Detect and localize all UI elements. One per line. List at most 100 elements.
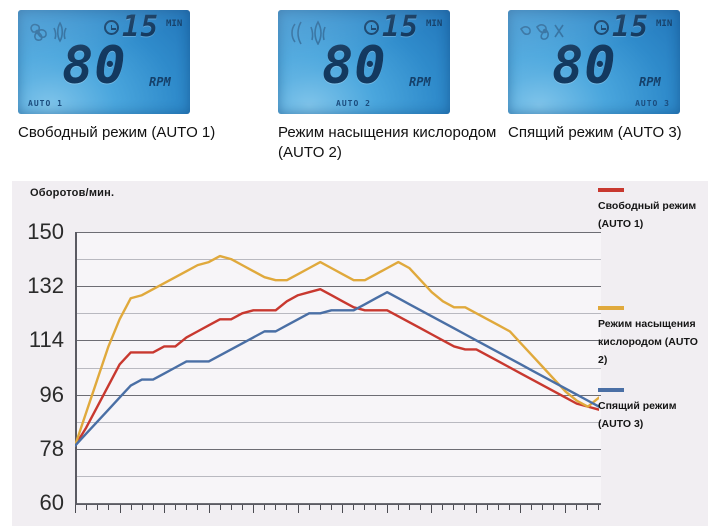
x-axis-tick [86,505,88,510]
x-axis-tick [253,505,255,513]
y-axis-tick-label: 60 [39,490,64,515]
display-card-auto2: 15 MIN 80 RPM AUTO 2 Режим насыщения кис… [278,10,496,163]
fan-mode-icons [519,24,564,40]
gridline [77,421,601,423]
x-axis-tick [520,505,522,513]
x-axis-tick [141,505,143,510]
gridline [77,394,601,396]
x-axis-tick [186,505,188,510]
x-axis-tick [431,505,433,513]
auto-mode-label: AUTO 1 [28,99,63,108]
y-axis-tick-label: 78 [39,435,64,461]
x-axis-tick [386,505,388,513]
x-axis-tick [475,505,477,513]
auto-mode-label: AUTO 3 [635,99,670,108]
auto-mode-label: AUTO 2 [336,99,371,108]
x-axis-tick [575,505,577,510]
legend-label: Свободный режим (AUTO 1) [598,200,697,230]
y-axis-tick-label: 150 [27,219,64,244]
x-axis-tick [397,505,399,510]
x-axis-tick [442,505,444,510]
x-axis-tick [197,505,199,510]
fan-mode-icons [291,20,326,45]
x-axis-tick [497,505,499,510]
x-axis-tick [408,505,410,510]
y-axis-tick-label: 132 [27,273,64,299]
display-caption-auto2: Режим насыщения кислородом (AUTO 2) [278,124,497,161]
x-axis-tick [464,505,466,510]
legend-color-swatch [598,388,624,392]
x-axis-tick [241,505,243,510]
x-axis-tick [419,505,421,510]
legend-label: Режим насыщения кислородом (AUTO 2) [598,318,698,366]
timer-value: 15 [382,10,419,43]
clock-icon [104,20,119,35]
y-axis-tick-label: 96 [39,381,64,407]
lcd-screen-auto3: 15 MIN 80 RPM AUTO 3 [508,10,680,114]
legend-item-3[interactable]: Спящий режим (AUTO 3) [598,388,710,432]
gridline [77,475,601,477]
legend-item-2[interactable]: Режим насыщения кислородом (AUTO 2) [598,306,710,368]
gridline [77,448,601,450]
clock-icon [594,20,609,35]
x-axis-tick [75,505,76,513]
legend-color-swatch [598,188,624,192]
display-card-auto1: 15 MIN 80 RPM AUTO 1 Свободный режим (AU… [18,10,215,143]
x-axis-tick [208,505,210,513]
rpm-unit: RPM [149,75,171,89]
x-axis-tick [542,505,544,510]
x-axis-tick [531,505,533,510]
rpm-unit: RPM [409,75,431,89]
rpm-value: 80 [62,36,127,96]
x-axis-tick [164,505,166,513]
x-axis-tick [453,505,455,510]
x-axis-tick [598,505,599,510]
x-axis-tick [375,505,377,510]
x-axis-tick [330,505,332,510]
display-caption-auto3: Спящий режим (AUTO 3) [508,124,682,141]
x-axis-tick [508,505,510,510]
timer-value: 15 [612,10,649,43]
timer-value: 15 [122,10,159,43]
x-axis-tick [108,505,110,510]
chart-gridlines [77,232,601,504]
chart-series-layer [75,232,599,503]
x-axis-tick [119,505,121,513]
fan-mode-icons [30,21,67,43]
legend-label: Спящий режим (AUTO 3) [598,400,677,430]
chart-axis-title: Оборотов/мин. [30,187,115,199]
x-axis-tick [152,505,154,510]
x-axis-tick [230,505,232,510]
gridline [77,367,601,369]
x-axis-tick [342,505,344,513]
rpm-chart-panel: Оборотов/мин. 150 132 114 96 78 60 [12,181,708,526]
x-axis-tick [175,505,177,510]
gridline [77,503,601,504]
x-axis-tick [564,505,566,513]
x-axis-tick [486,505,488,510]
x-axis-tick [586,505,588,510]
gridline [77,286,601,288]
timer-unit: MIN [426,19,443,29]
rpm-value: 80 [322,36,387,96]
series-line-3 [75,292,599,446]
timer-unit: MIN [166,19,183,29]
legend-item-1[interactable]: Свободный режим (AUTO 1) [598,188,710,232]
x-axis-tick [353,505,355,510]
series-line-2 [75,256,599,446]
x-axis-tick [319,505,321,510]
gridline [77,340,601,342]
series-line-1 [75,289,599,446]
x-axis-tick [297,505,299,513]
x-axis-tick [264,505,266,510]
display-card-auto3: 15 MIN 80 RPM AUTO 3 Спящий режим (AUTO … [508,10,682,143]
chart-legend: Свободный режим (AUTO 1) Режим насыщения … [598,188,710,448]
clock-icon [364,20,379,35]
gridline [77,259,601,261]
legend-color-swatch [598,306,624,310]
x-axis-tick [553,505,555,510]
x-axis-ticks [75,505,599,514]
x-axis-tick [308,505,310,510]
display-examples-row: 15 MIN 80 RPM AUTO 1 Свободный режим (AU… [0,0,720,178]
x-axis-tick [130,505,132,510]
